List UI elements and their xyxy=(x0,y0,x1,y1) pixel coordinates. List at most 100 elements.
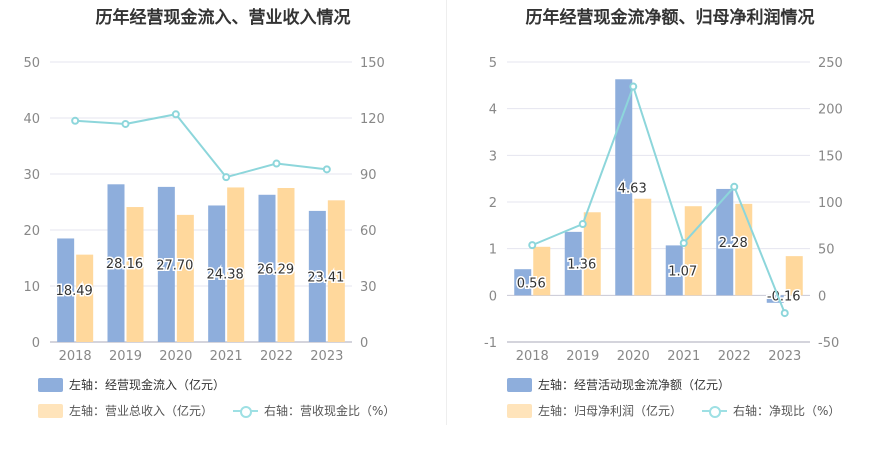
bar-series2 xyxy=(684,206,702,296)
left-axis-tick-label: 20 xyxy=(23,224,40,239)
bar-series2 xyxy=(327,200,345,342)
bar-data-label: 24.38 xyxy=(207,268,244,283)
ratio-line-point xyxy=(322,165,331,174)
bar-series2 xyxy=(735,203,753,296)
bar-series2 xyxy=(176,214,194,342)
chart-title-left: 历年经营现金流入、营业收入情况 xyxy=(95,8,351,28)
bar-data-label: 1.07 xyxy=(668,264,697,279)
bar-series2 xyxy=(634,198,652,296)
ratio-line-point xyxy=(578,220,587,229)
legend-label-cash-revenue-ratio: 右轴：营收现金比（%） xyxy=(264,404,396,418)
x-axis-tick-label: 2018 xyxy=(59,349,92,364)
panel-divider xyxy=(446,0,447,425)
bar-series1 xyxy=(107,184,125,342)
bar-series1 xyxy=(258,194,276,342)
legend-swatch-ratio-line xyxy=(233,404,259,418)
bar-series1 xyxy=(514,269,532,296)
legend-row-2-right: 左轴：归母净利润（亿元） 右轴：净现比（%） xyxy=(507,402,860,419)
ratio-line-point xyxy=(222,173,231,182)
chart-title-right: 历年经营现金流净额、归母净利润情况 xyxy=(525,8,815,28)
bar-series1 xyxy=(57,238,75,342)
right-axis-tick-label: 250 xyxy=(818,56,843,71)
x-axis-tick-label: 2022 xyxy=(718,349,751,364)
right-axis-tick-label: 120 xyxy=(360,112,385,127)
bar-data-label: 28.16 xyxy=(106,257,143,272)
ratio-line-point xyxy=(629,82,638,91)
right-axis-tick-label: 30 xyxy=(360,280,377,295)
bar-data-label: 27.70 xyxy=(156,258,193,273)
bar-series1 xyxy=(157,186,175,342)
left-axis-tick-label: 3 xyxy=(489,149,497,164)
legend-cash-revenue-ratio[interactable]: 右轴：营收现金比（%） xyxy=(233,402,395,419)
ratio-line-point xyxy=(171,110,180,119)
left-axis-tick-label: 50 xyxy=(23,56,40,71)
legend-row-1-right: 左轴：经营活动现金流净额（亿元） xyxy=(507,376,750,393)
left-axis-tick-label: 10 xyxy=(23,280,40,295)
x-axis-tick-label: 2022 xyxy=(260,349,293,364)
left-axis-tick-label: 40 xyxy=(23,112,40,127)
bar-data-label: 26.29 xyxy=(257,262,294,277)
ratio-line-point xyxy=(730,182,739,191)
left-axis-tick-label: -1 xyxy=(484,336,497,351)
bar-series1 xyxy=(665,245,683,296)
ratio-line-point xyxy=(121,119,130,128)
bar-data-label: 0.56 xyxy=(517,276,546,291)
bar-series2 xyxy=(583,212,601,296)
legend-swatch-net-cash-ratio-line xyxy=(702,404,728,418)
left-axis-tick-label: 0 xyxy=(489,289,497,304)
x-axis-tick-label: 2023 xyxy=(310,349,343,364)
legend-swatch-net-cash-flow xyxy=(507,377,532,392)
legend-label-revenue: 左轴：营业总收入（亿元） xyxy=(69,404,214,418)
right-axis-tick-label: 150 xyxy=(818,149,843,164)
right-axis-tick-label: 0 xyxy=(360,336,368,351)
bar-series1 xyxy=(716,188,734,296)
right-axis-tick-label: 200 xyxy=(818,103,843,118)
ratio-line-point xyxy=(780,309,789,318)
bar-series1 xyxy=(766,295,784,303)
x-axis-tick-label: 2020 xyxy=(159,349,192,364)
left-axis-tick-label: 1 xyxy=(489,243,497,258)
right-axis-tick-label: 50 xyxy=(818,243,835,258)
x-axis-tick-label: 2023 xyxy=(768,349,801,364)
ratio-line-point xyxy=(71,116,80,125)
ratio-line-point xyxy=(272,159,281,168)
chart-panel-right: 历年经营现金流净额、归母净利润情况 -1 -50 0 0 1 50 2 100 3 150 4 200… xyxy=(447,0,893,458)
right-axis-tick-label: 90 xyxy=(360,168,377,183)
legend-row-1-left: 左轴：经营现金流入（亿元） xyxy=(38,376,245,393)
bar-series2 xyxy=(76,254,94,342)
legend-swatch-cash-inflow xyxy=(38,377,63,392)
bar-series1 xyxy=(564,231,582,296)
legend-net-cash-flow[interactable]: 左轴：经营活动现金流净额（亿元） xyxy=(507,376,730,393)
x-axis-tick-label: 2019 xyxy=(109,349,142,364)
left-axis-tick-label: 30 xyxy=(23,168,40,183)
legend-label-net-cash-flow: 左轴：经营活动现金流净额（亿元） xyxy=(538,378,731,392)
chart-panel-left: 历年经营现金流入、营业收入情况 0 0 10 30 20 60 30 90 40 120 50 150… xyxy=(0,0,446,458)
bar-data-label: 2.28 xyxy=(719,236,748,251)
x-axis-tick-label: 2018 xyxy=(516,349,549,364)
bar-series1 xyxy=(308,210,326,342)
legend-label-net-cash-ratio: 右轴：净现比（%） xyxy=(733,404,841,418)
left-axis-tick-label: 2 xyxy=(489,196,497,211)
x-axis-tick-label: 2019 xyxy=(566,349,599,364)
legend-revenue[interactable]: 左轴：营业总收入（亿元） xyxy=(38,402,213,419)
bar-series2 xyxy=(126,207,144,342)
legend-label-cash-inflow: 左轴：经营现金流入（亿元） xyxy=(69,378,226,392)
left-axis-tick-label: 4 xyxy=(489,103,497,118)
right-axis-tick-label: 0 xyxy=(818,289,826,304)
left-axis-tick-label: 0 xyxy=(32,336,40,351)
legend-net-cash-ratio[interactable]: 右轴：净现比（%） xyxy=(702,402,840,419)
bar-series2 xyxy=(533,246,551,296)
right-axis-tick-label: 100 xyxy=(818,196,843,211)
x-axis-tick-label: 2021 xyxy=(667,349,700,364)
legend-label-net-profit: 左轴：归母净利润（亿元） xyxy=(538,404,683,418)
bar-series1 xyxy=(208,205,226,342)
bar-data-label: 1.36 xyxy=(567,258,596,273)
legend-cash-inflow[interactable]: 左轴：经营现金流入（亿元） xyxy=(38,376,225,393)
legend-swatch-revenue xyxy=(38,403,63,418)
ratio-line xyxy=(75,113,327,179)
bar-data-label: -0.16 xyxy=(767,289,801,304)
x-axis-tick-label: 2020 xyxy=(617,349,650,364)
legend-net-profit[interactable]: 左轴：归母净利润（亿元） xyxy=(507,402,682,419)
ratio-line-point xyxy=(679,239,688,248)
